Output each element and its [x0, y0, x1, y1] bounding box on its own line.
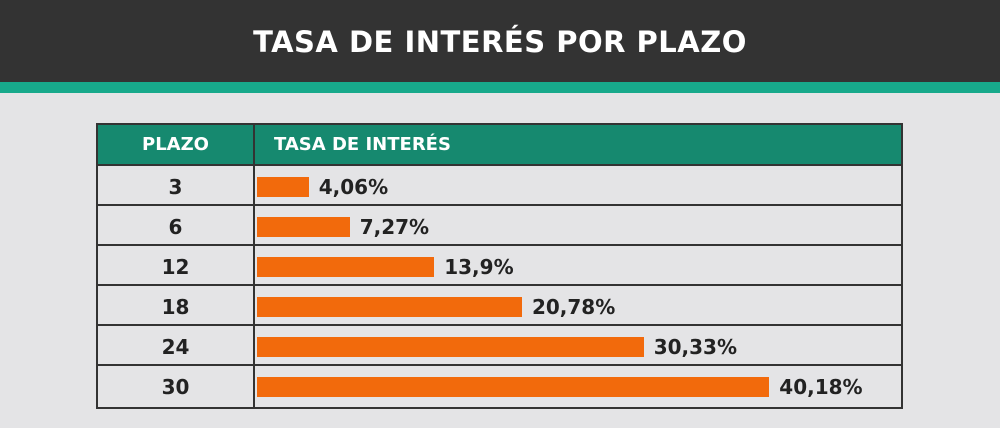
accent-stripe	[0, 82, 1000, 93]
plazo-value: 24	[161, 335, 190, 359]
plazo-value: 30	[161, 375, 190, 399]
rate-label: 4,06%	[318, 175, 389, 199]
table-row: 24 30,33%	[98, 326, 901, 366]
table-row: 30 40,18%	[98, 366, 901, 406]
table-header-row: PLAZO TASA DE INTERÉS	[98, 125, 901, 166]
rate-bar	[257, 377, 770, 397]
column-header-tasa: TASA DE INTERÉS	[274, 134, 451, 155]
rate-bar	[257, 257, 435, 277]
chart-title: TASA DE INTERÉS POR PLAZO	[253, 25, 747, 59]
rate-label: 13,9%	[444, 255, 514, 279]
table-row: 12 13,9%	[98, 246, 901, 286]
rate-bar	[257, 177, 309, 197]
rate-bar	[257, 337, 644, 357]
table-row: 18 20,78%	[98, 286, 901, 326]
rate-bar	[257, 297, 522, 317]
rate-label: 30,33%	[653, 335, 738, 359]
plazo-value: 3	[168, 175, 183, 199]
rate-bar	[257, 217, 350, 237]
plazo-value: 6	[168, 215, 183, 239]
rate-label: 7,27%	[359, 215, 430, 239]
plazo-value: 18	[161, 295, 190, 319]
rate-table: PLAZO TASA DE INTERÉS 3 4,06% 6 7,27% 12 13,9…	[96, 123, 903, 409]
table-row: 6 7,27%	[98, 206, 901, 246]
table-row: 3 4,06%	[98, 166, 901, 206]
chart-header: TASA DE INTERÉS POR PLAZO	[0, 0, 1000, 82]
rate-label: 20,78%	[531, 295, 616, 319]
column-divider	[253, 125, 255, 407]
column-header-plazo: PLAZO	[142, 134, 209, 155]
plazo-value: 12	[161, 255, 190, 279]
rate-label: 40,18%	[779, 375, 863, 399]
